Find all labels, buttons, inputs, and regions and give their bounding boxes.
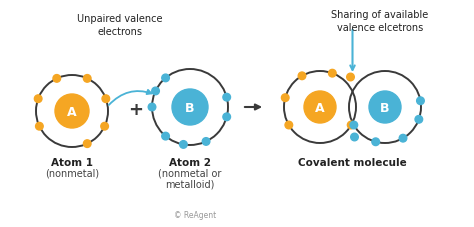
- Circle shape: [369, 92, 401, 123]
- Text: B: B: [380, 101, 390, 114]
- Text: Unpaired valence
electrons: Unpaired valence electrons: [77, 14, 163, 37]
- Circle shape: [328, 70, 336, 78]
- Text: (nonmetal or
metalloid): (nonmetal or metalloid): [158, 167, 222, 189]
- Text: © ReAgent: © ReAgent: [174, 210, 216, 219]
- Circle shape: [35, 96, 42, 103]
- Circle shape: [102, 96, 109, 103]
- Circle shape: [351, 134, 358, 141]
- Text: A: A: [315, 101, 325, 114]
- Circle shape: [53, 75, 61, 83]
- Circle shape: [101, 123, 109, 131]
- Text: Atom 1: Atom 1: [51, 157, 93, 167]
- Circle shape: [285, 122, 292, 129]
- Circle shape: [172, 90, 208, 126]
- Text: Atom 2: Atom 2: [169, 157, 211, 167]
- Circle shape: [55, 95, 89, 128]
- Text: A: A: [67, 105, 77, 118]
- Circle shape: [350, 122, 357, 129]
- Circle shape: [152, 88, 159, 95]
- Circle shape: [372, 138, 380, 146]
- Circle shape: [223, 94, 230, 101]
- Circle shape: [148, 104, 156, 111]
- FancyArrowPatch shape: [109, 91, 152, 106]
- Circle shape: [417, 98, 424, 105]
- Text: B: B: [185, 101, 195, 114]
- Circle shape: [298, 73, 306, 80]
- Circle shape: [399, 135, 407, 142]
- Circle shape: [180, 141, 187, 148]
- Text: Covalent molecule: Covalent molecule: [298, 157, 407, 167]
- FancyArrowPatch shape: [245, 105, 260, 110]
- Circle shape: [36, 123, 43, 131]
- Text: +: +: [128, 101, 144, 118]
- Circle shape: [304, 92, 336, 123]
- Circle shape: [346, 74, 354, 81]
- Text: (nonmetal): (nonmetal): [45, 167, 99, 177]
- Circle shape: [202, 138, 210, 146]
- Circle shape: [282, 94, 289, 102]
- Circle shape: [83, 140, 91, 148]
- Circle shape: [162, 75, 169, 82]
- Circle shape: [83, 75, 91, 83]
- Circle shape: [162, 133, 169, 140]
- Circle shape: [347, 122, 355, 129]
- Circle shape: [415, 116, 423, 123]
- Circle shape: [223, 114, 230, 121]
- Text: Sharing of available
valence elcetrons: Sharing of available valence elcetrons: [331, 10, 428, 33]
